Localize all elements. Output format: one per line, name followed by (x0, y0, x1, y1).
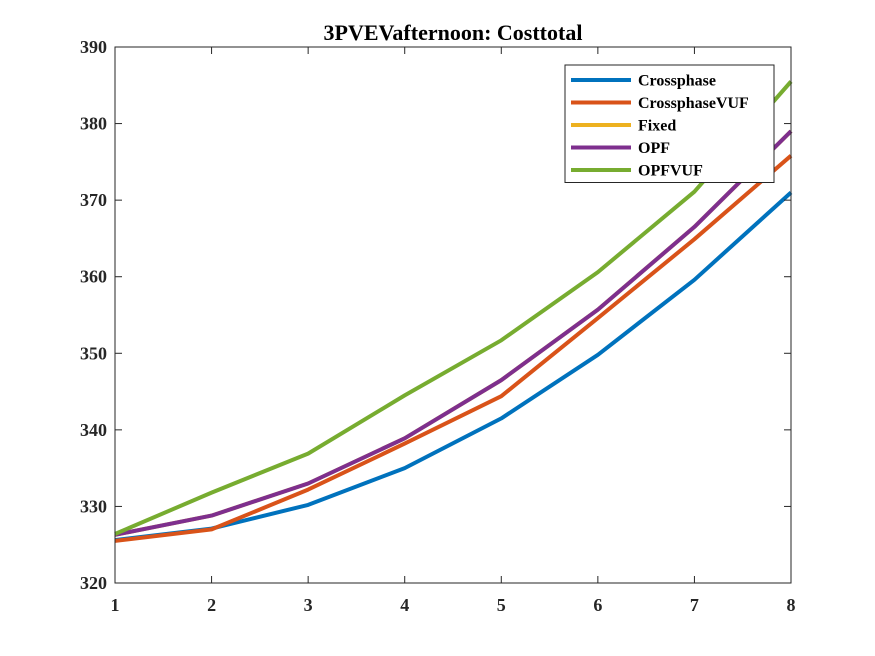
x-tick-label: 5 (497, 595, 506, 615)
x-tick-label: 6 (593, 595, 602, 615)
y-tick-label: 320 (80, 573, 107, 593)
series-line-opfvuf (114, 80, 793, 536)
legend-label: CrossphaseVUF (638, 95, 749, 112)
legend-label: Fixed (638, 118, 676, 135)
y-tick-label: 380 (80, 114, 107, 134)
y-tick-label: 330 (80, 496, 107, 516)
axes-layer: 1 2 3 4 5 6 7 8 320 330 340 350 360 370 380 390 (80, 37, 796, 615)
x-tick-label: 4 (400, 595, 409, 615)
y-tick-label: 390 (80, 37, 107, 57)
x-tick-label: 2 (207, 595, 216, 615)
legend-label: OPFVUF (638, 163, 703, 180)
x-tick-label: 1 (111, 595, 120, 615)
legend-label: Crossphase (638, 73, 716, 90)
legend: Crossphase CrossphaseVUF Fixed OPF OPFVUF (564, 64, 775, 183)
chart-title: 3PVEVafternoon: Costtotal (324, 20, 583, 45)
y-tick-label: 340 (80, 420, 107, 440)
series-line-crossphasevuf (114, 154, 793, 543)
legend-label: OPF (638, 140, 670, 157)
axes-box (114, 46, 792, 584)
x-tick-label: 8 (787, 595, 796, 615)
x-tick-label: 7 (690, 595, 699, 615)
series-line-opf (114, 129, 793, 537)
y-tick-label: 350 (80, 343, 107, 363)
y-tick-label: 370 (80, 190, 107, 210)
y-tick-label: 360 (80, 267, 107, 287)
x-tick-label: 3 (304, 595, 313, 615)
series-layer (114, 80, 793, 543)
